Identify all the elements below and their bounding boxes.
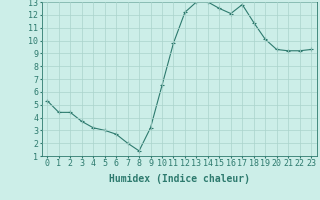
X-axis label: Humidex (Indice chaleur): Humidex (Indice chaleur) [109,174,250,184]
